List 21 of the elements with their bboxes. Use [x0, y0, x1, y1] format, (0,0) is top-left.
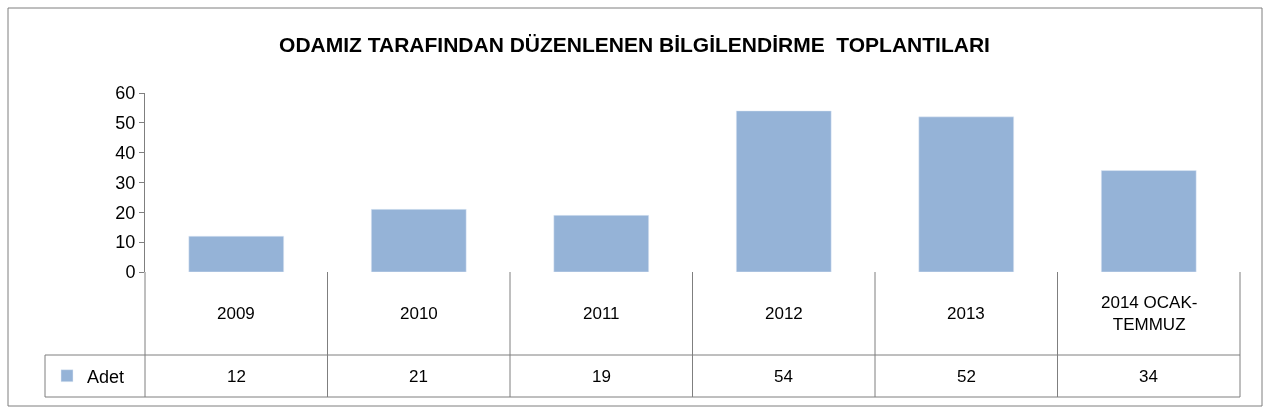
y-tick-label: 10 — [115, 232, 136, 253]
chart-title: ODAMIZ TARAFINDAN DÜZENLENEN BİLGİLENDİRME TOPLANTILARI — [279, 33, 990, 57]
x-tick-label: 2010 — [400, 304, 438, 323]
x-tick-label: 2012 — [765, 304, 803, 323]
y-tick-label: 20 — [115, 202, 136, 223]
data-label: 12 — [227, 367, 246, 386]
data-label: 21 — [409, 367, 428, 386]
y-tick-label: 30 — [115, 172, 136, 193]
data-label: 52 — [957, 367, 976, 386]
x-tick-label: 2011 — [583, 304, 620, 323]
y-tick-label: 40 — [115, 142, 136, 163]
data-label: 54 — [774, 367, 793, 386]
y-tick-label: 60 — [115, 83, 136, 104]
data-label: 34 — [1139, 367, 1158, 386]
y-tick-label: 0 — [125, 262, 136, 283]
legend-label: Adet — [87, 366, 125, 387]
x-tick-label: 2013 — [947, 304, 985, 323]
x-tick-label: 2014 OCAK-TEMMUZ — [1101, 293, 1198, 335]
data-label: 19 — [592, 367, 611, 386]
x-tick-label: 2009 — [217, 304, 255, 323]
y-tick-label: 50 — [115, 113, 136, 134]
